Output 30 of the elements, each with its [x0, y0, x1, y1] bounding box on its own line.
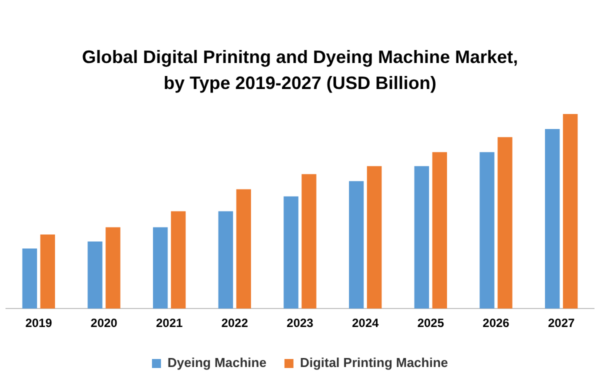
bar: [562, 114, 578, 309]
bar: [432, 152, 448, 309]
x-tick-label: 2026: [482, 316, 510, 330]
bar: [480, 152, 494, 309]
x-tick-label: 2022: [221, 316, 248, 330]
bar: [170, 211, 186, 309]
x-tick-label: 2027: [548, 316, 576, 330]
x-tick-label: 2019: [25, 316, 52, 330]
bar: [106, 227, 120, 309]
bar: [366, 166, 382, 309]
x-tick-label: 2025: [417, 316, 444, 330]
bar: [414, 166, 430, 309]
legend-label: Digital Printing Machine: [300, 355, 448, 370]
bar: [152, 227, 168, 309]
x-tick-label: 2023: [286, 316, 314, 330]
bar: [236, 189, 252, 309]
legend-label: Dyeing Machine: [167, 355, 266, 370]
x-tick-label: 2024: [352, 316, 380, 330]
bar: [88, 241, 102, 309]
bar: [544, 128, 560, 309]
chart-title: Global Digital Prinitng and Dyeing Machine Market, by Type 2019-2027 (USD Billion): [80, 46, 520, 95]
x-tick-label: 2021: [156, 316, 184, 330]
bar: [284, 196, 298, 309]
bar: [40, 234, 56, 309]
bar: [22, 248, 38, 309]
bar: [498, 137, 512, 309]
bar: [218, 211, 234, 309]
x-tick-label: 2020: [90, 316, 118, 330]
bar: [302, 174, 316, 309]
bar: [348, 181, 364, 309]
